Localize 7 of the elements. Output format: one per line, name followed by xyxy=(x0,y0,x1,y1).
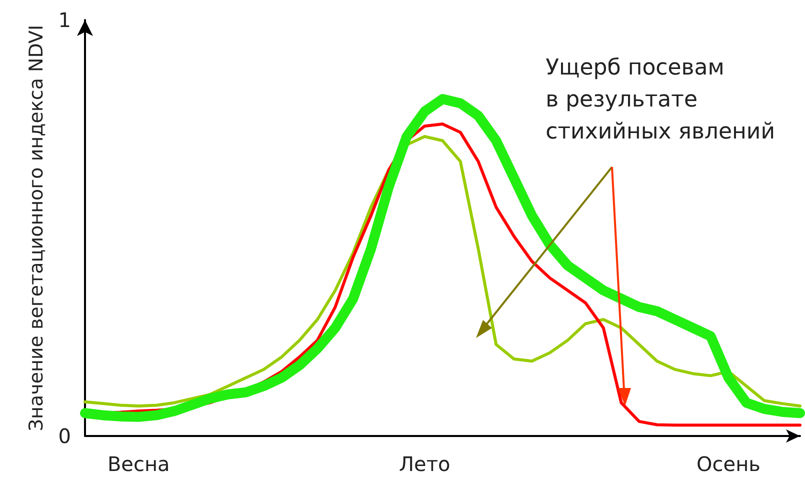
y-tick-label: 0 xyxy=(58,424,71,448)
x-tick-label: Весна xyxy=(107,452,170,476)
y-tick-label: 1 xyxy=(58,8,71,32)
x-tick-label: Осень xyxy=(696,452,760,476)
annotation: Ущерб посевам в результате стихийных явлений xyxy=(546,56,776,144)
y-axis-title: Значение вегетационного индекса NDVI xyxy=(25,24,48,432)
x-tick-label: Лето xyxy=(399,452,450,476)
